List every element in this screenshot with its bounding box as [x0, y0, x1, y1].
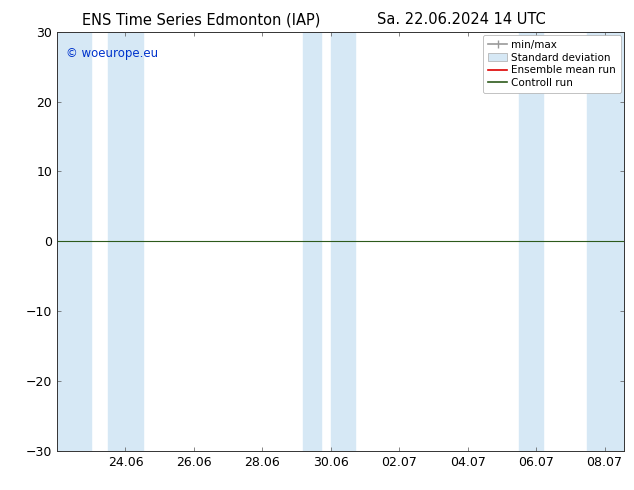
- Bar: [57, 32, 91, 451]
- Bar: [588, 32, 624, 451]
- Bar: [519, 32, 543, 451]
- Bar: [331, 32, 355, 451]
- Bar: [304, 32, 321, 451]
- Text: © woeurope.eu: © woeurope.eu: [65, 47, 158, 59]
- Bar: [108, 32, 143, 451]
- Text: ENS Time Series Edmonton (IAP): ENS Time Series Edmonton (IAP): [82, 12, 321, 27]
- Legend: min/max, Standard deviation, Ensemble mean run, Controll run: min/max, Standard deviation, Ensemble me…: [483, 35, 621, 93]
- Text: Sa. 22.06.2024 14 UTC: Sa. 22.06.2024 14 UTC: [377, 12, 546, 27]
